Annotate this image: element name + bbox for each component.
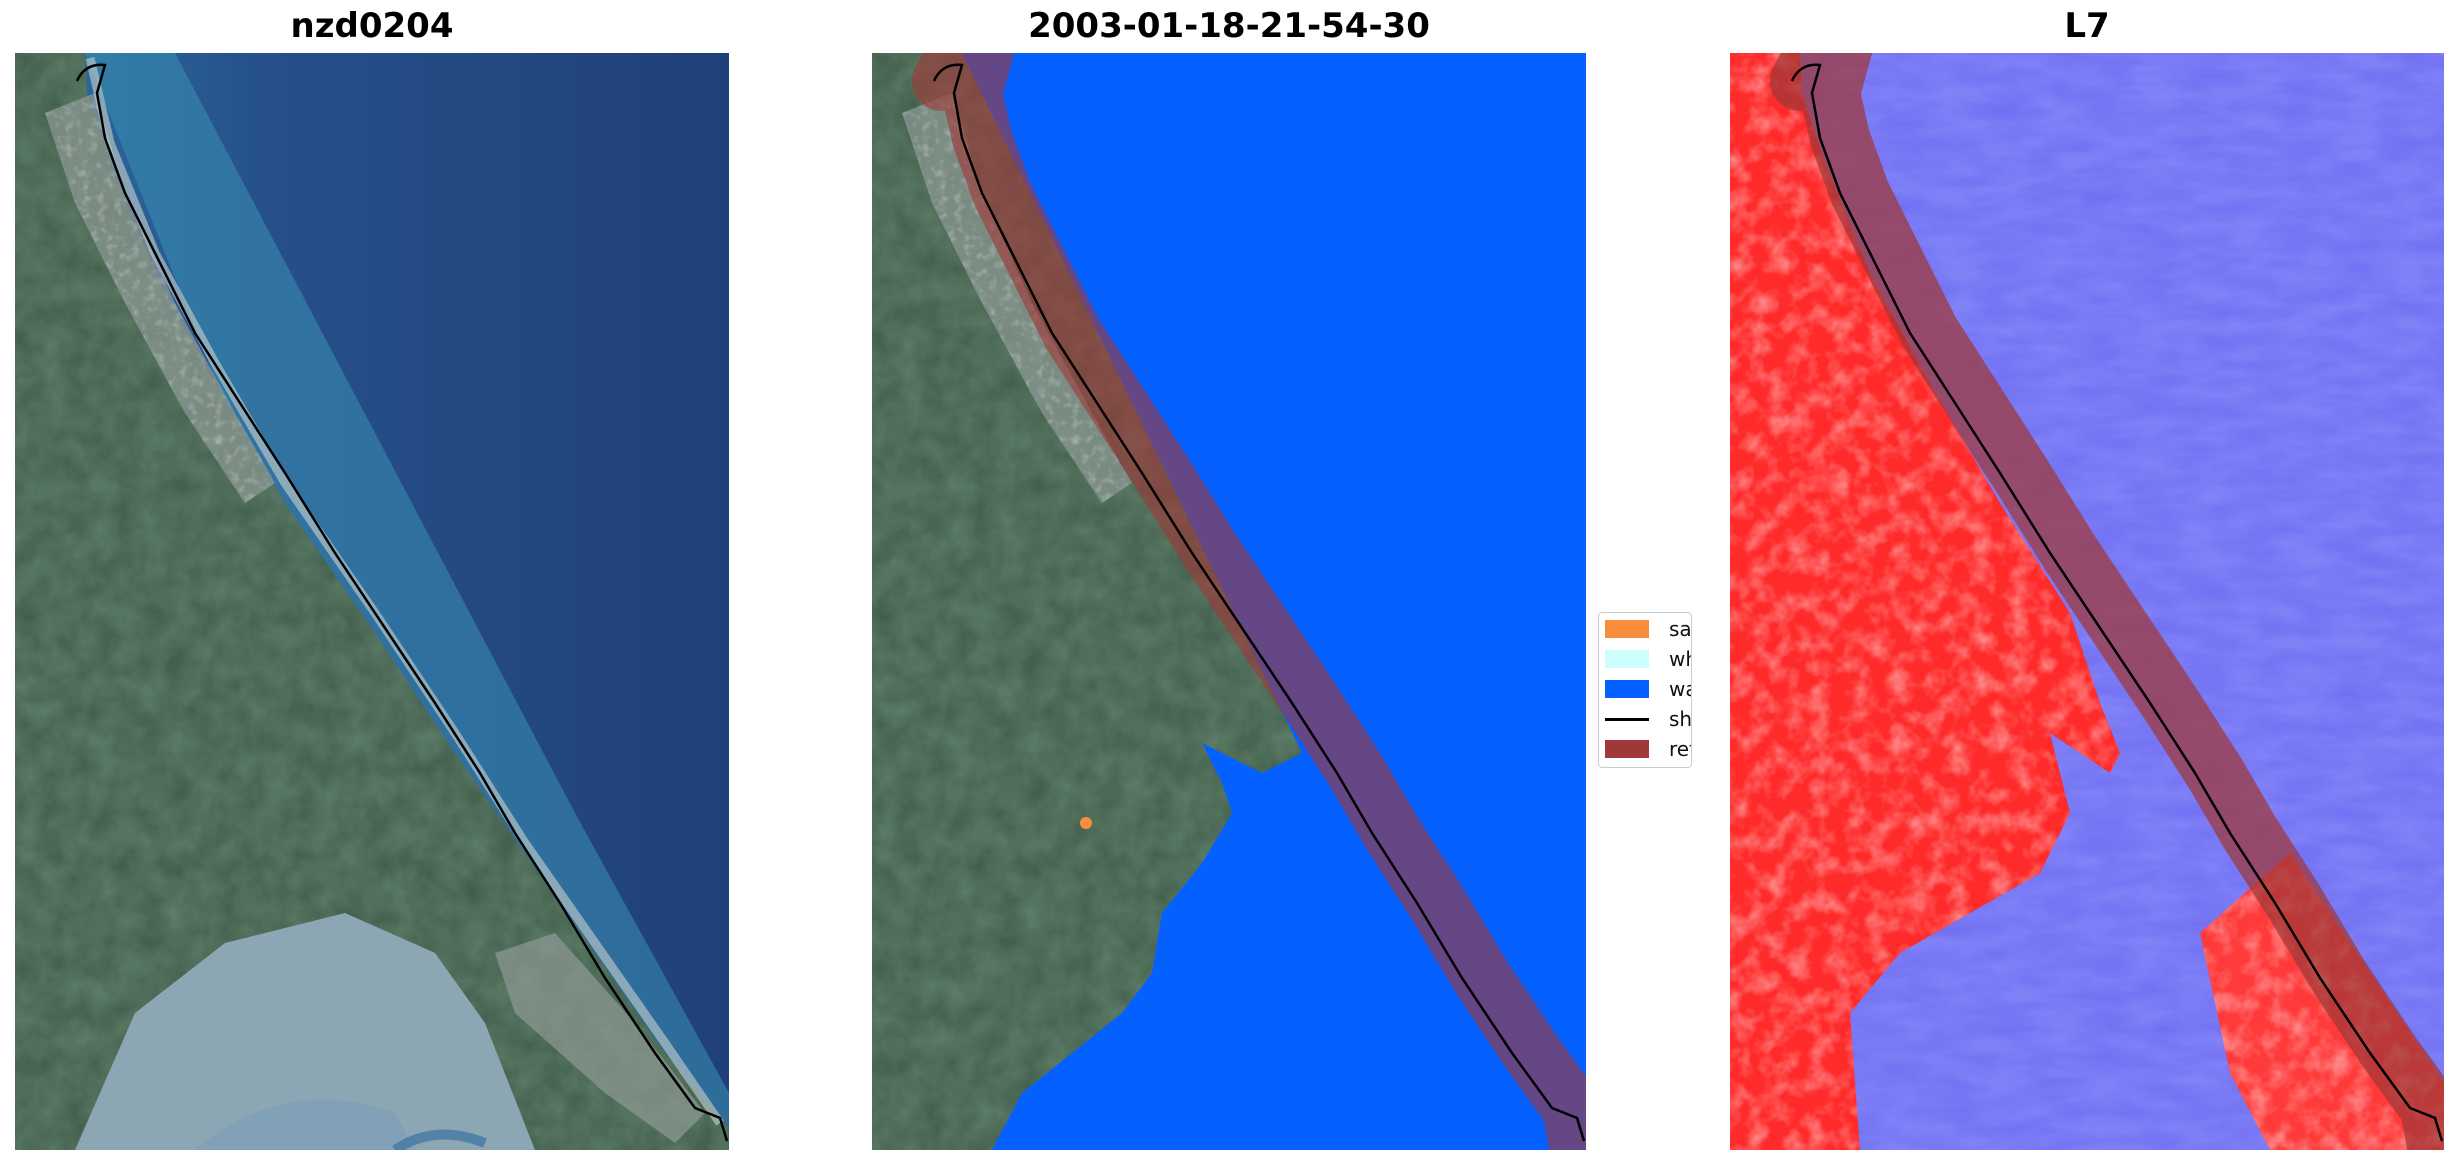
index-panel (1730, 53, 2444, 1150)
shoreline-line (1790, 63, 2444, 1142)
legend-swatch-sand (1605, 620, 1649, 638)
legend-label-shoreline: shoreline (1669, 707, 1692, 731)
panel-title-classification: 2003-01-18-21-54-30 (1028, 6, 1430, 46)
legend-label-whitewater: whitewater (1669, 647, 1691, 671)
legend-item-reference: reference (1605, 737, 1691, 761)
classification-image (872, 53, 1586, 1150)
legend-label-reference: reference (1669, 737, 1691, 761)
nearshore-water (85, 53, 729, 1150)
satellite-image (15, 53, 729, 1150)
panel-title-satellite: nzd0204 (290, 6, 454, 46)
legend-swatch-whitewater (1605, 650, 1649, 668)
satellite-image-panel (15, 53, 729, 1150)
panel-title-index: L7 (2064, 6, 2110, 46)
legend-item-shoreline: shoreline (1605, 707, 1692, 731)
sand-class-speck (1080, 817, 1092, 829)
index-image (1730, 53, 2444, 1150)
legend-item-water: water (1605, 677, 1691, 701)
shoreline-line (932, 63, 1586, 1142)
shoreline-line (75, 63, 729, 1142)
legend-swatch-water (1605, 680, 1649, 698)
classification-panel (872, 53, 1586, 1150)
legend-swatch-reference (1605, 740, 1649, 758)
legend-line-shoreline (1605, 718, 1649, 721)
legend-label-water: water (1669, 677, 1691, 701)
legend-item-whitewater: whitewater (1605, 647, 1691, 671)
legend: sand whitewater water shoreline referenc… (1598, 612, 1692, 768)
estuary (75, 913, 535, 1150)
legend-label-sand: sand (1669, 617, 1692, 641)
legend-item-sand: sand (1605, 617, 1692, 641)
